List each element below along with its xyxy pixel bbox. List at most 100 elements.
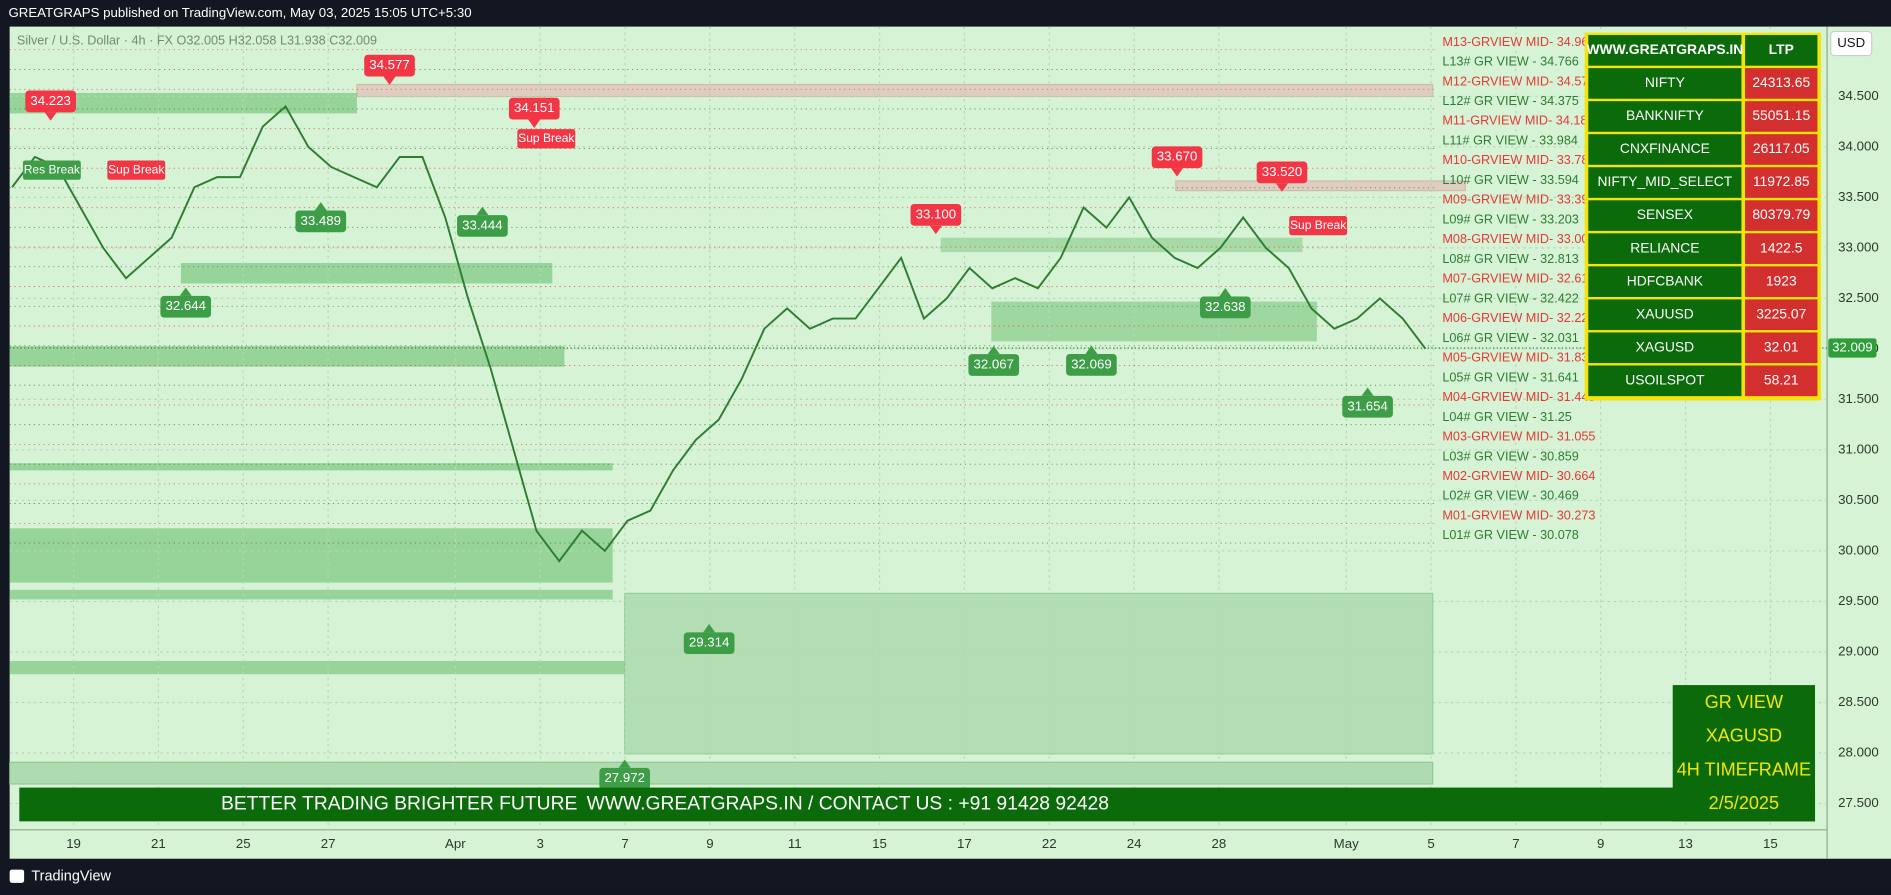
low-pointer	[476, 206, 489, 216]
level-label: L12# GR VIEW - 34.375	[1442, 94, 1578, 108]
x-tick-label: 22	[1042, 836, 1057, 851]
price-line	[11, 104, 1427, 563]
footer: TradingView	[31, 869, 111, 885]
zone	[9, 346, 565, 367]
low-callout	[1199, 296, 1251, 319]
low-pointer	[1219, 288, 1232, 297]
y-tick-label: 28.500	[1838, 694, 1879, 709]
gr-view-line: XAGUSD	[1706, 726, 1782, 746]
low-pointer	[1361, 387, 1374, 396]
gr-view-text: GR VIEW XAGUSD 4H TIMEFRAME 2/5/2025	[1677, 692, 1811, 813]
level-label: M05-GRVIEW MID- 31.836	[1442, 351, 1595, 365]
level-label: M10-GRVIEW MID- 33.789	[1442, 153, 1595, 167]
low-callout-label: 32.644	[165, 298, 206, 313]
publisher: GREATGRAPS published on TradingView.com,…	[8, 5, 471, 20]
level-label: L08# GR VIEW - 32.813	[1442, 252, 1578, 266]
table-text: USOILSPOT	[1625, 371, 1705, 387]
annotation-box	[517, 129, 576, 149]
table-cell	[1588, 134, 1742, 165]
table-text: 55051.15	[1752, 107, 1810, 123]
y-tick-label: 31.000	[1838, 441, 1879, 456]
level-label: M01-GRVIEW MID- 30.273	[1442, 508, 1595, 522]
zone	[9, 528, 613, 583]
table-text: 11972.85	[1753, 173, 1810, 189]
table-text: LTP	[1769, 41, 1794, 57]
high-callout-label: 33.100	[916, 206, 957, 221]
banner	[19, 787, 1816, 822]
low-callout	[295, 210, 347, 233]
zone	[991, 301, 1317, 342]
zone	[624, 592, 1434, 755]
level-label: L02# GR VIEW - 30.469	[1442, 489, 1578, 503]
y-tick-label: 33.500	[1838, 189, 1879, 204]
x-tick-label: 27	[321, 836, 336, 851]
table-text: CNXFINANCE	[1620, 140, 1710, 156]
table-text: BANKNIFTY	[1626, 107, 1704, 123]
annotation: Sup Break	[1290, 218, 1347, 232]
low-callout	[1342, 395, 1393, 418]
x-tick-label: 25	[236, 836, 251, 851]
x-tick-label: 15	[872, 836, 887, 851]
table-text: SENSEX	[1637, 206, 1693, 222]
table-cell	[1588, 68, 1742, 99]
table-cell	[1745, 200, 1818, 231]
zone	[1175, 180, 1466, 192]
x-tick-label: Apr	[445, 836, 466, 851]
table-cell	[1745, 167, 1818, 198]
low-callout-label: 32.638	[1205, 299, 1246, 314]
banner-slogan: BETTER TRADING BRIGHTER FUTURE	[221, 794, 578, 815]
level-label: L01# GR VIEW - 30.078	[1442, 528, 1578, 542]
zone	[9, 761, 1434, 785]
high-callout-label: 34.577	[369, 57, 410, 72]
high-callout	[508, 97, 560, 120]
table-text: 58.21	[1764, 371, 1799, 387]
low-callout	[599, 767, 651, 790]
level-label: M02-GRVIEW MID- 30.664	[1442, 469, 1595, 483]
currency[interactable]: USD	[1837, 35, 1865, 50]
zone	[9, 660, 625, 675]
x-tick-label: 19	[66, 836, 81, 851]
table: WWW.GREATGRAPS.IN LTP NIFTY 24313.65 BANKNIF…	[1584, 32, 1822, 401]
level-label: L07# GR VIEW - 32.422	[1442, 291, 1578, 305]
table-text: HDFCBANK	[1627, 272, 1704, 288]
level-label: M12-GRVIEW MID- 34.57	[1442, 74, 1588, 88]
low-callout-label: 29.314	[689, 635, 730, 650]
level-label: L10# GR VIEW - 33.594	[1442, 173, 1578, 187]
currency-button[interactable]	[1830, 30, 1873, 57]
x-tick-label: 11	[788, 836, 802, 851]
level-label: M04-GRVIEW MID- 31.445	[1442, 390, 1595, 404]
zones	[9, 83, 1466, 785]
x-tick-label: 28	[1212, 836, 1227, 851]
table-cell	[1588, 365, 1742, 397]
last-price-tag	[1828, 338, 1877, 358]
level-label: L09# GR VIEW - 33.203	[1442, 212, 1578, 226]
high-callout-label: 34.223	[30, 93, 71, 108]
x-tick-label: 7	[621, 836, 628, 851]
high-callout	[1256, 161, 1308, 184]
low-pointer	[1085, 345, 1098, 354]
x-tick-label: 21	[151, 836, 166, 851]
zone	[9, 589, 613, 600]
low-pointer	[987, 345, 1000, 355]
table-text: 32.01	[1764, 338, 1799, 354]
table-cell	[1588, 167, 1742, 198]
low-callout	[457, 215, 508, 237]
high-callout	[910, 203, 962, 226]
y-tick-label: 30.000	[1838, 542, 1879, 557]
high-callout	[25, 90, 76, 113]
table-cell	[1745, 299, 1818, 331]
level-label: M11-GRVIEW MID- 34.18	[1442, 114, 1587, 128]
table-text: RELIANCE	[1630, 239, 1699, 255]
x-tick-label: 9	[706, 836, 713, 851]
high-pointer	[44, 112, 57, 121]
gr-view-line: GR VIEW	[1705, 692, 1783, 712]
gr-view-box	[1672, 685, 1816, 822]
level-label: L13# GR VIEW - 34.766	[1442, 55, 1578, 69]
level-label: L05# GR VIEW - 31.641	[1442, 370, 1578, 384]
last-price-label: 32.009	[1832, 339, 1873, 354]
table-text: 80379.79	[1752, 206, 1810, 222]
table-text: NIFTY_MID_SELECT	[1597, 173, 1732, 189]
low-callout-label: 33.489	[301, 213, 342, 228]
table-text: XAUUSD	[1636, 305, 1694, 321]
table-cell	[1745, 266, 1818, 297]
